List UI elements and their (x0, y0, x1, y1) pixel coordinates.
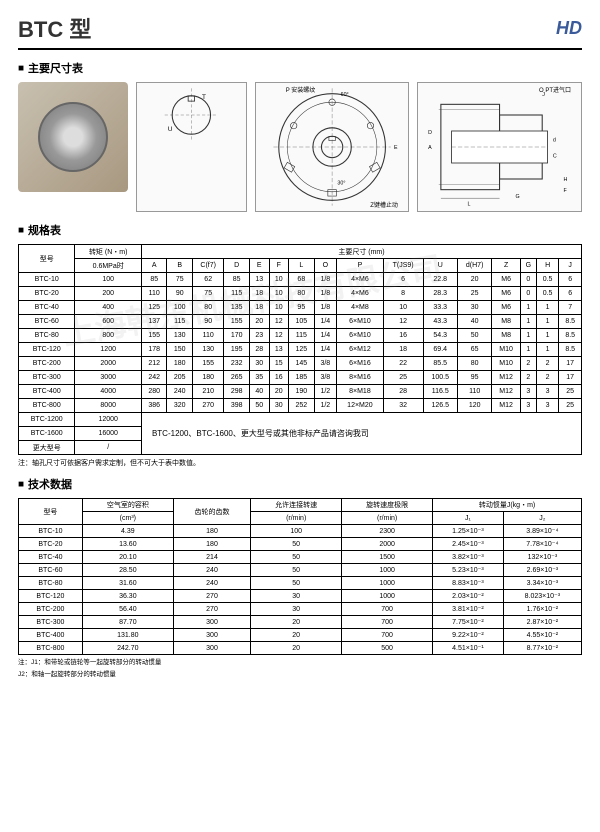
svg-text:F: F (563, 188, 567, 194)
th-torque-sub: 0.6MPa时 (75, 259, 142, 273)
header: BTC 型 HD (18, 12, 582, 50)
table-row: BTC-30087.70300207007.75×10⁻²2.87×10⁻² (19, 616, 582, 629)
table-row: BTC-400131.80300207009.22×10⁻²4.55×10⁻² (19, 629, 582, 642)
table-row: BTC-800800038632027039850302521/212×M203… (19, 399, 582, 413)
th-col: C(f7) (192, 259, 223, 273)
th-col: J (559, 259, 582, 273)
svg-text:D: D (428, 130, 432, 136)
table-row: BTC-606001371159015520121051/46×M101243.… (19, 315, 582, 329)
th-rpm-unit: (r/min) (251, 512, 342, 525)
label-p-mount: P 安装螺纹 (286, 85, 316, 94)
th-model: 型号 (19, 245, 75, 273)
tech-table: 型号 空气室的容积 齿轮的齿数 允许连接转速 旋转速度极限 转动惯量J(kg・m… (18, 498, 582, 655)
table-row: BTC-400400028024021029840201901/28×M1828… (19, 385, 582, 399)
th-rpm: 允许连接转速 (251, 499, 342, 512)
spec-table: 型号 转矩 (N・m) 主要尺寸 (mm) 0.6MPa时 A B C(f7) … (18, 244, 582, 455)
th-col: O (314, 259, 337, 273)
th-torque: 转矩 (N・m) (75, 245, 142, 259)
label-t: T (202, 94, 206, 101)
logo: HD (556, 18, 582, 39)
table-row: BTC-2013.601805020002.45×10⁻³7.78×10⁻⁴ (19, 538, 582, 551)
table-row: BTC-10100857562851310681/84×M6622.820M60… (19, 273, 582, 287)
th-col: F (269, 259, 289, 273)
th-col: U (423, 259, 457, 273)
table-row: BTC-6028.502405010005.23×10⁻³2.69×10⁻³ (19, 564, 582, 577)
page: BTC 型 HD 主要尺寸表 T U P 安装螺纹 Z键槽止动 (0, 0, 600, 691)
th-air-unit: (cm³) (82, 512, 173, 525)
svg-text:A: A (428, 145, 432, 151)
table-row: BTC-8080015513011017023121151/46×M101654… (19, 329, 582, 343)
table-row: BTC-12036.302703010002.03×10⁻²8.023×10⁻³ (19, 590, 582, 603)
svg-text:H: H (563, 177, 567, 183)
svg-text:60°: 60° (340, 92, 348, 98)
th-col: d(H7) (457, 259, 491, 273)
th-col: A (141, 259, 167, 273)
th-limit-unit: (r/min) (342, 512, 433, 525)
label-u: U (168, 126, 173, 133)
label-z-stop: Z键槽止动 (370, 200, 398, 209)
th-model: 型号 (19, 499, 83, 525)
svg-text:L: L (467, 202, 470, 208)
diagram-side: O PT进气口 L A D d C H F J G (417, 82, 582, 212)
table-row: BTC-120120017815013019528131251/46×M1218… (19, 343, 582, 357)
th-col: H (536, 259, 559, 273)
svg-text:E: E (394, 145, 398, 151)
table-row: BTC-104.3918010023001.25×10⁻³3.89×10⁻⁴ (19, 525, 582, 538)
table-row: BTC-4020.102145015003.82×10⁻³132×10⁻³ (19, 551, 582, 564)
th-col: L (289, 259, 315, 273)
svg-text:G: G (515, 194, 519, 200)
th-col: E (249, 259, 269, 273)
th-inertia: 转动惯量J(kg・m) (433, 499, 582, 512)
th-dims: 主要尺寸 (mm) (141, 245, 581, 259)
th-teeth: 齿轮的齿数 (173, 499, 250, 525)
svg-text:d: d (553, 138, 556, 144)
table-row: BTC-40400125100801351810951/84×M81033.33… (19, 301, 582, 315)
label-pt-port: O PT进气口 (539, 85, 571, 94)
tech-note2: J2：和轴一起旋转部分的转动惯量 (18, 670, 582, 679)
spec-footnote: 注：轴孔尺寸可依据客户需求定制，但不可大于表中数值。 (18, 458, 582, 468)
photo-clutch (38, 102, 108, 172)
th-j2: J₂ (503, 512, 581, 525)
table-row: BTC-800242.70300205004.51×10⁻¹8.77×10⁻² (19, 642, 582, 655)
diagram-front: P 安装螺纹 Z键槽止动 60° 30° E (255, 82, 409, 212)
product-photo (18, 82, 128, 192)
svg-text:C: C (553, 154, 557, 160)
section-tech-title: 技术数据 (18, 476, 582, 492)
tech-note1: 注：J1：和带轮或链轮等一起旋转部分的转动惯量 (18, 658, 582, 667)
diagram-area: T U P 安装螺纹 Z键槽止动 60° 30 (18, 82, 582, 212)
table-row: BTC-20056.40270307003.81×10⁻²1.76×10⁻² (19, 603, 582, 616)
table-row: BTC-2020011090751151810801/84×M6828.325M… (19, 287, 582, 301)
th-col: B (167, 259, 193, 273)
th-j1: J₁ (433, 512, 504, 525)
table-row: BTC-8031.602405010008.83×10⁻³3.34×10⁻³ (19, 577, 582, 590)
section-specs-title: 规格表 (18, 222, 582, 238)
th-col: P (337, 259, 384, 273)
section-dimensions-title: 主要尺寸表 (18, 60, 582, 76)
table-row: BTC-300300024220518026535161853/88×M1625… (19, 371, 582, 385)
th-col: Z (492, 259, 520, 273)
th-limit: 旋转速度极限 (342, 499, 433, 512)
table-row: BTC-200200021218015523230151453/86×M1622… (19, 357, 582, 371)
svg-text:30°: 30° (337, 180, 345, 186)
th-col: G (520, 259, 536, 273)
table-row: BTC-120012000BTC-1200、BTC-1600、更大型号或其他非标… (19, 413, 582, 427)
th-air: 空气室的容积 (82, 499, 173, 512)
th-col: T(JS9) (383, 259, 423, 273)
th-col: D (224, 259, 250, 273)
page-title: BTC 型 (18, 12, 91, 44)
diagram-shaft: T U (136, 82, 247, 212)
